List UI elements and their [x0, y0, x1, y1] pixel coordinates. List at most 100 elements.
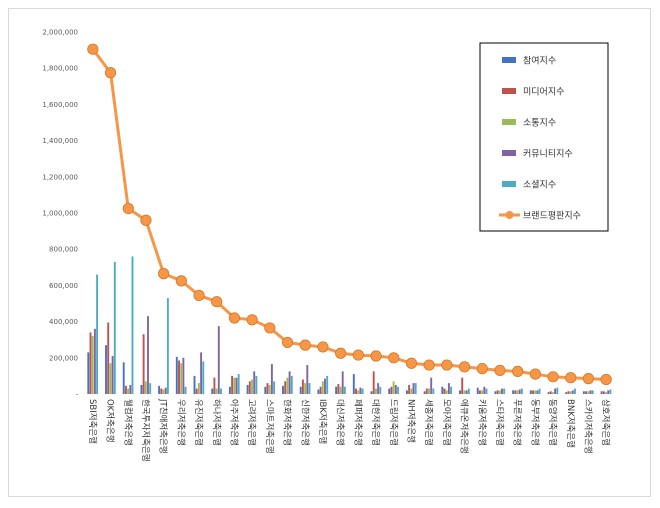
point-브랜드평판지수-NH저축은행	[405, 357, 418, 369]
bar-커뮤니티지수-드림저축은행	[394, 384, 397, 394]
bar-커뮤니티지수-애큐온저축은행	[465, 390, 468, 394]
bar-참여지수-BNK저축은행	[565, 392, 568, 394]
legend-swatch-소통지수	[502, 119, 516, 125]
legend-label-참여지수: 참여지수	[523, 55, 556, 67]
point-브랜드평판지수-드림저축은행	[388, 352, 400, 364]
y-tick-label: 400,000	[49, 318, 78, 326]
bar-미디어지수-애큐온저축은행	[461, 377, 464, 394]
bar-커뮤니티지수-대한저축은행	[377, 383, 380, 394]
x-category-label: 아주저축은행	[228, 399, 239, 446]
x-category-label: 동부저축은행	[529, 399, 540, 446]
bar-참여지수-스마트저축은행	[264, 386, 267, 394]
bar-미디어지수-JT친애저축은행	[160, 388, 163, 394]
bar-소셜지수-스카이저축은행	[591, 390, 594, 394]
bar-미디어지수-대한저축은행	[372, 371, 375, 395]
bar-소통지수-아주저축은행	[233, 377, 236, 394]
bar-series-group	[87, 256, 612, 395]
bar-미디어지수-IBK저축은행	[319, 386, 322, 394]
x-category-label: SBI저축은행	[87, 399, 98, 444]
bar-커뮤니티지수-동양저축은행	[554, 388, 557, 394]
bar-참여지수-세종저축은행	[423, 391, 426, 394]
legend-label-소셜지수: 소셜지수	[523, 180, 556, 191]
bar-소셜지수-웰컴저축은행	[131, 256, 134, 394]
bar-소셜지수-모아저축은행	[450, 386, 453, 394]
bar-소통지수-페퍼저축은행	[357, 390, 360, 394]
bar-커뮤니티지수-신한저축은행	[306, 365, 309, 394]
bar-소셜지수-고려저축은행	[255, 375, 258, 394]
x-category-label: 대신저축은행	[335, 399, 346, 446]
y-tick-label: 600,000	[49, 282, 78, 290]
x-category-label: 드림저축은행	[388, 399, 399, 446]
x-category-label: 유진저축은행	[193, 399, 204, 446]
x-category-label: 고려저축은행	[246, 399, 257, 446]
bar-소통지수-동양저축은행	[551, 392, 554, 394]
bar-커뮤니티지수-페퍼저축은행	[359, 387, 362, 394]
x-category-label: 키움저축은행	[476, 399, 487, 446]
x-category-label: 애큐온저축은행	[459, 399, 470, 454]
point-브랜드평판지수-모아저축은행	[441, 359, 453, 371]
x-category-label: 푸른저축은행	[512, 399, 523, 446]
bar-소셜지수-스마트저축은행	[273, 381, 276, 394]
y-tick-label: 200,000	[49, 354, 78, 362]
bar-커뮤니티지수-한국투자저축은행	[147, 316, 149, 394]
x-category-label: 한국투자저축은행	[140, 399, 151, 462]
x-category-label: 하나저축은행	[211, 399, 222, 446]
bar-참여지수-푸른저축은행	[512, 390, 515, 394]
x-category-label: 한화저축은행	[282, 399, 293, 446]
point-브랜드평판지수-대신저축은행	[335, 347, 347, 359]
point-브랜드평판지수-스타저축은행	[494, 364, 506, 377]
bar-소셜지수-드림저축은행	[397, 386, 399, 394]
bar-미디어지수-우리저축은행	[178, 360, 180, 394]
point-브랜드평판지수-유진저축은행	[193, 289, 205, 301]
y-tick-label: -	[75, 391, 78, 399]
bar-참여지수-아주저축은행	[228, 386, 231, 394]
bar-참여지수-고려저축은행	[246, 384, 249, 394]
point-브랜드평판지수-스마트저축은행	[264, 322, 276, 334]
bar-미디어지수-동양저축은행	[549, 391, 552, 394]
bar-소통지수-BNK저축은행	[569, 391, 572, 394]
bar-소셜지수-세종저축은행	[432, 388, 435, 394]
bar-미디어지수-BNK저축은행	[567, 391, 570, 394]
x-category-label: 동양저축은행	[547, 399, 558, 446]
bar-참여지수-동양저축은행	[547, 392, 550, 394]
x-category-label: 삼호저축은행	[600, 399, 611, 446]
point-브랜드평판지수-웰컴저축은행	[122, 202, 134, 215]
bar-커뮤니티지수-OK저축은행	[111, 355, 114, 394]
bar-미디어지수-페퍼저축은행	[355, 388, 357, 394]
bar-참여지수-대신저축은행	[335, 386, 338, 394]
x-category-label: JT친애저축은행	[158, 398, 169, 454]
bar-미디어지수-OK저축은행	[107, 322, 110, 394]
bar-참여지수-JT친애저축은행	[158, 385, 161, 394]
bar-소통지수-드림저축은행	[392, 381, 395, 394]
bar-커뮤니티지수-BNK저축은행	[571, 390, 574, 394]
bar-미디어지수-키움저축은행	[478, 390, 481, 394]
bar-미디어지수-드림저축은행	[390, 386, 393, 394]
bar-소통지수-고려저축은행	[251, 379, 253, 394]
y-tick-label: 2,000,000	[42, 29, 78, 37]
bar-참여지수-신한저축은행	[299, 386, 302, 394]
legend-swatch-marker-브랜드평판지수	[505, 211, 514, 219]
bar-소통지수-스타저축은행	[498, 390, 501, 394]
point-브랜드평판지수-페퍼저축은행	[352, 349, 364, 361]
bar-참여지수-IBK저축은행	[317, 389, 320, 394]
bar-커뮤니티지수-스타저축은행	[501, 388, 503, 394]
legend-label-소통지수: 소통지수	[523, 118, 556, 129]
bar-커뮤니티지수-SBI저축은행	[93, 328, 96, 394]
point-브랜드평판지수-대한저축은행	[370, 350, 382, 362]
bar-소통지수-우리저축은행	[180, 363, 183, 394]
bar-커뮤니티지수-삼호저축은행	[607, 390, 610, 394]
bar-미디어지수-세종저축은행	[425, 388, 428, 394]
bar-커뮤니티지수-우리저축은행	[182, 357, 185, 394]
bar-미디어지수-한국투자저축은행	[142, 334, 145, 394]
bar-소셜지수-동양저축은행	[556, 387, 559, 394]
bar-커뮤니티지수-IBK저축은행	[324, 378, 326, 394]
bar-소셜지수-동부저축은행	[538, 388, 541, 394]
bar-커뮤니티지수-JT친애저축은행	[164, 387, 167, 394]
point-브랜드평판지수-한국투자저축은행	[140, 214, 152, 226]
bar-소셜지수-대신저축은행	[343, 386, 346, 394]
bar-소셜지수-푸른저축은행	[520, 388, 523, 394]
x-category-label: 신한저축은행	[299, 399, 310, 446]
bar-미디어지수-모아저축은행	[443, 388, 446, 394]
